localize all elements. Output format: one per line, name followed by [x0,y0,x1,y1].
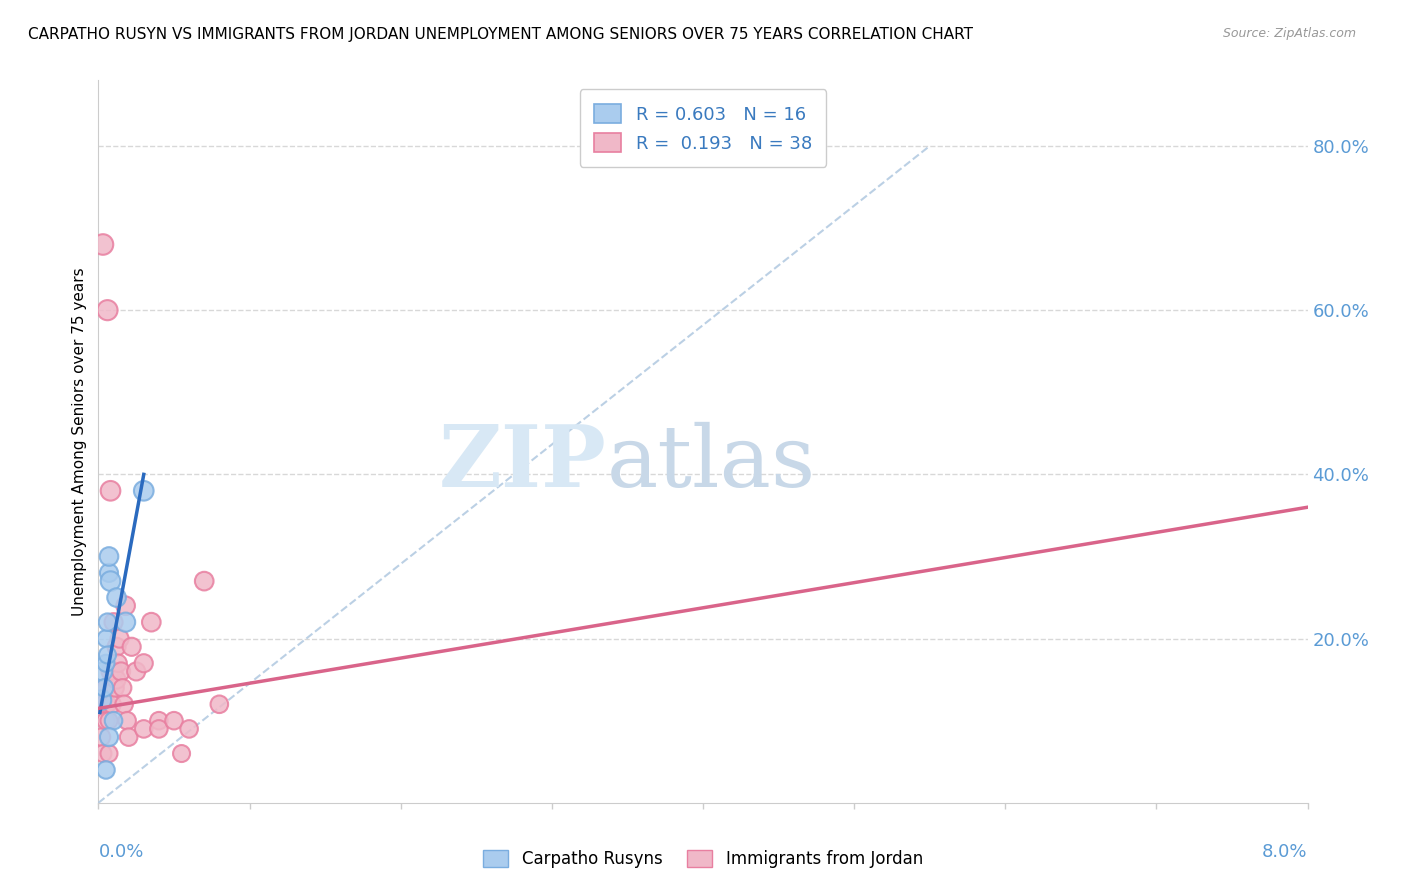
Point [163,714,186,728]
Point [208,698,231,712]
Point [112,698,135,712]
Point [100,483,122,498]
Point [96,303,118,318]
Point [103,714,125,728]
Text: 8.0%: 8.0% [1263,843,1308,861]
Point [115,714,138,728]
Point [96,698,118,712]
Point [132,483,155,498]
Point [105,673,128,687]
Point [94,632,117,646]
Point [107,657,129,671]
Point [98,747,121,761]
Point [125,665,148,679]
Point [98,714,121,728]
Point [179,722,201,736]
Point [100,665,122,679]
Point [94,714,117,728]
Point [148,722,170,736]
Text: CARPATHO RUSYN VS IMMIGRANTS FROM JORDAN UNEMPLOYMENT AMONG SENIORS OVER 75 YEAR: CARPATHO RUSYN VS IMMIGRANTS FROM JORDAN… [28,27,973,42]
Point [114,599,136,613]
Y-axis label: Unemployment Among Seniors over 75 years: Unemployment Among Seniors over 75 years [72,268,87,615]
Point [108,632,131,646]
Point [132,722,155,736]
Point [110,665,132,679]
Point [90,693,112,707]
Point [101,698,124,712]
Point [90,730,112,744]
Point [98,549,121,564]
Point [100,574,122,588]
Point [91,237,114,252]
Point [118,730,141,744]
Point [91,665,114,679]
Text: Source: ZipAtlas.com: Source: ZipAtlas.com [1223,27,1357,40]
Point [98,566,121,580]
Point [111,681,134,695]
Legend: R = 0.603   N = 16, R =  0.193   N = 38: R = 0.603 N = 16, R = 0.193 N = 38 [579,89,827,167]
Text: atlas: atlas [606,422,815,505]
Point [141,615,163,630]
Point [103,665,125,679]
Point [91,747,114,761]
Point [94,763,117,777]
Point [93,681,115,695]
Point [104,681,127,695]
Point [114,615,136,630]
Point [105,640,128,654]
Text: 0.0%: 0.0% [98,843,143,861]
Point [93,698,115,712]
Point [132,657,155,671]
Text: ZIP: ZIP [439,421,606,505]
Point [105,591,128,605]
Point [94,657,117,671]
Point [170,747,193,761]
Point [103,615,125,630]
Point [193,574,215,588]
Point [148,714,170,728]
Point [96,648,118,662]
Point [96,615,118,630]
Legend: Carpatho Rusyns, Immigrants from Jordan: Carpatho Rusyns, Immigrants from Jordan [477,843,929,875]
Point [98,730,121,744]
Point [121,640,143,654]
Point [94,681,117,695]
